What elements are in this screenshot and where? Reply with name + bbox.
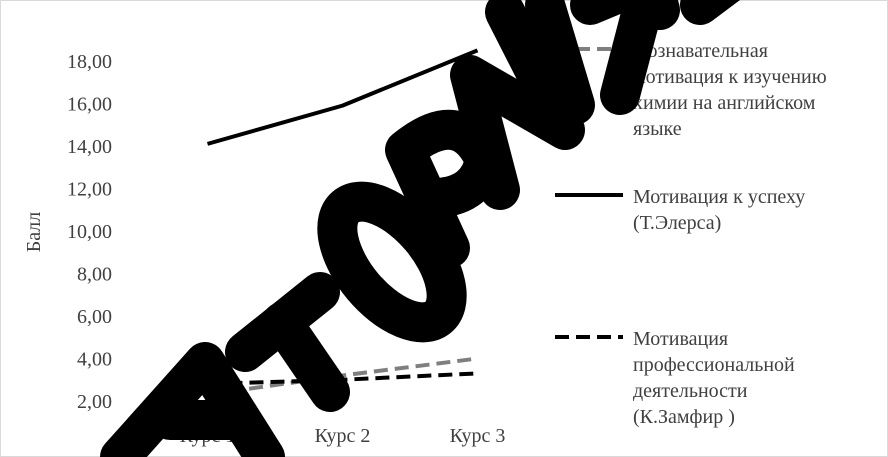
x-tick-label: Курс 2 xyxy=(315,425,371,447)
y-tick-label: 18,00 xyxy=(67,51,112,73)
legend-label-1: химии на английском xyxy=(633,92,816,114)
y-tick-label: 12,00 xyxy=(67,179,112,201)
legend: Познавательная мотивация к изучению химии … xyxy=(555,40,827,428)
legend-label-3: Мотивация xyxy=(633,328,728,350)
legend-label-3: деятельности xyxy=(633,380,748,402)
y-tick-label: 6,00 xyxy=(77,306,112,328)
legend-label-2: (Т.Элерса) xyxy=(633,212,721,234)
y-axis-title: Балл xyxy=(23,212,45,253)
legend-label-1: мотивация к изучению xyxy=(633,66,827,88)
y-tick-label: 4,00 xyxy=(77,349,112,371)
y-tick-label: 8,00 xyxy=(77,264,112,286)
y-tick-label: 16,00 xyxy=(67,94,112,116)
x-tick-label: Курс 3 xyxy=(450,425,506,447)
legend-label-3: профессиональной xyxy=(633,354,795,376)
y-tick-label: 2,00 xyxy=(77,391,112,413)
y-tick-label: 14,00 xyxy=(67,136,112,158)
legend-label-1: Познавательная xyxy=(633,40,768,62)
legend-label-3: (К.Замфир ) xyxy=(633,406,735,428)
legend-label-2: Мотивация к успеху xyxy=(633,186,805,208)
legend-label-1: языке xyxy=(633,118,682,140)
series-line-2 xyxy=(206,48,479,146)
y-tick-label: 10,00 xyxy=(67,221,112,243)
x-axis-ticks: Курс 1 Курс 2 Курс 3 xyxy=(180,425,506,447)
x-tick-label: Курс 1 xyxy=(180,425,236,447)
